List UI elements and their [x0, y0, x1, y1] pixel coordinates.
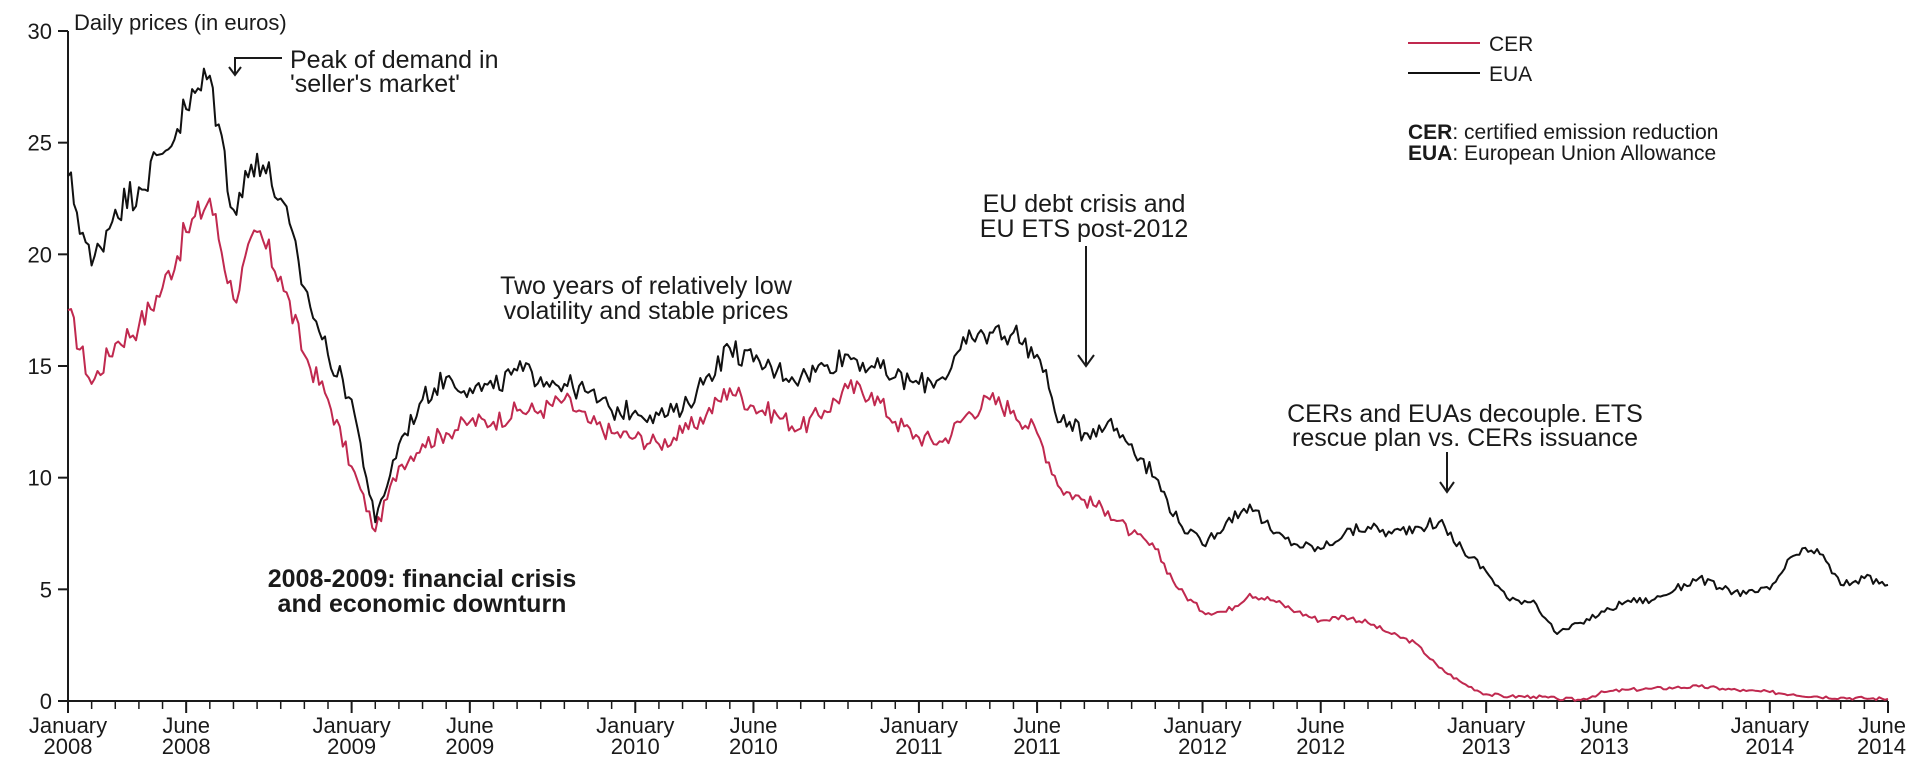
x-tick-month: June — [162, 713, 210, 738]
x-tick-year: 2011 — [1013, 734, 1060, 757]
annotation-debt-line2: EU ETS post-2012 — [980, 215, 1188, 243]
x-tick-year: 2009 — [327, 734, 376, 757]
annotation-crisis: 2008-2009: financial crisis and economic… — [268, 565, 577, 618]
annotation-debt-line1: EU debt crisis and — [983, 190, 1186, 218]
x-tick-year: 2008 — [162, 734, 211, 757]
x-tick-month: January — [1163, 713, 1241, 738]
y-tick-label: 5 — [40, 577, 52, 602]
x-tick-month: January — [312, 713, 390, 738]
annotation-debt-crisis: EU debt crisis and EU ETS post-2012 — [980, 190, 1188, 368]
x-tick-month: June — [1013, 713, 1061, 738]
annotation-decouple-arrowhead — [1439, 481, 1455, 494]
y-tick-label: 10 — [28, 466, 52, 491]
x-tick-month: June — [1581, 713, 1629, 738]
annotation-crisis-line2: and economic downturn — [278, 590, 567, 618]
annotation-lowvol-line1: Two years of relatively low — [500, 272, 793, 300]
annotation-peak-arrowhead — [228, 66, 242, 77]
annotation-peak-line2: 'seller's market' — [290, 70, 460, 98]
definition-eua: EUA: European Union Allowance — [1408, 142, 1716, 165]
x-tick-month: January — [1731, 713, 1809, 738]
annotation-decouple-line1: CERs and EUAs decouple. ETS — [1287, 400, 1643, 428]
x-ticks: January2008June2008January2009June2009Ja… — [29, 701, 1906, 757]
y-tick-label: 25 — [28, 131, 52, 156]
x-tick-year: 2011 — [895, 734, 942, 757]
annotation-lowvol-line2: volatility and stable prices — [504, 297, 789, 325]
y-ticks: 0 5 10 15 20 25 30 — [28, 19, 68, 714]
x-tick-year: 2013 — [1462, 734, 1511, 757]
annotation-decouple: CERs and EUAs decouple. ETS rescue plan … — [1287, 400, 1643, 494]
annotation-low-volatility: Two years of relatively low volatility a… — [500, 272, 793, 325]
x-tick-year: 2008 — [44, 734, 93, 757]
definition-cer: CER: certified emission reduction — [1408, 121, 1718, 144]
y-tick-label: 20 — [28, 242, 52, 267]
annotation-crisis-line1: 2008-2009: financial crisis — [268, 565, 577, 593]
annotation-debt-arrowhead — [1077, 354, 1095, 368]
x-tick-month: January — [29, 713, 107, 738]
annotation-peak-arrow — [234, 57, 282, 74]
x-tick-year: 2012 — [1296, 734, 1345, 757]
x-tick-year: 2012 — [1178, 734, 1227, 757]
x-tick-month: January — [1447, 713, 1525, 738]
series-line-cer — [67, 197, 1889, 702]
annotation-decouple-line2: rescue plan vs. CERs issuance — [1292, 424, 1638, 452]
series-line-eua — [67, 67, 1889, 635]
x-tick-year: 2010 — [729, 734, 778, 757]
annotation-peak-line1: Peak of demand in — [290, 46, 498, 74]
x-tick-month: June — [1297, 713, 1345, 738]
x-tick-month: June — [446, 713, 494, 738]
y-tick-label: 0 — [40, 689, 52, 714]
x-tick-month: January — [596, 713, 674, 738]
definition-eua-term: EUA — [1408, 142, 1452, 165]
x-tick-month: January — [880, 713, 958, 738]
legend: CER EUA CER: certified emission reductio… — [1408, 33, 1718, 165]
y-axis-label: Daily prices (in euros) — [74, 10, 287, 35]
x-tick-month: June — [1858, 713, 1906, 738]
x-tick-month: June — [730, 713, 778, 738]
legend-label-eua: EUA — [1489, 63, 1532, 86]
y-tick-label: 30 — [28, 19, 52, 44]
x-tick-year: 2010 — [611, 734, 660, 757]
x-tick-year: 2013 — [1580, 734, 1629, 757]
definition-eua-text: : European Union Allowance — [1452, 142, 1716, 165]
y-tick-label: 15 — [28, 354, 52, 379]
x-tick-year: 2014 — [1745, 734, 1794, 757]
definition-cer-text: : certified emission reduction — [1452, 121, 1718, 144]
definition-cer-term: CER — [1408, 121, 1452, 144]
x-tick-year: 2014 — [1857, 734, 1906, 757]
annotation-peak: Peak of demand in 'seller's market' — [228, 46, 498, 98]
x-tick-year: 2009 — [445, 734, 494, 757]
legend-label-cer: CER — [1489, 33, 1533, 56]
series-layer — [67, 67, 1889, 702]
